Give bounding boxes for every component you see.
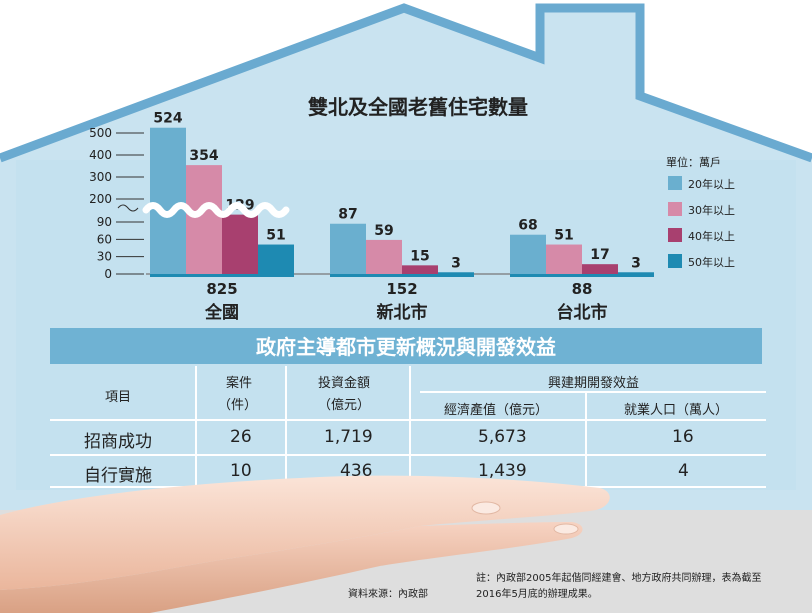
footnote-line1: 註：內政部2005年起偕同經建會、地方政府共同辦理，表為截至	[476, 571, 761, 584]
group-total-label: 825	[206, 280, 237, 298]
group-name-label: 台北市	[557, 302, 608, 323]
row1-invest: 1,719	[324, 427, 373, 447]
table-head-cases-unit: （件）	[218, 398, 258, 413]
bar	[546, 244, 582, 274]
legend-label: 40年以上	[688, 229, 735, 243]
row2-jobs: 4	[678, 461, 689, 481]
y-tick-label: 500	[89, 126, 112, 140]
bar	[618, 272, 654, 274]
hand-illustration	[0, 475, 610, 613]
table-head-output: 經濟產值（億元）	[444, 403, 549, 418]
house-background	[0, 3, 812, 613]
table-head-benefit: 興建期開發效益	[548, 376, 640, 391]
bar	[438, 272, 474, 274]
legend-label: 20年以上	[688, 177, 735, 191]
bar	[330, 223, 366, 274]
group-name-label: 全國	[204, 302, 239, 323]
bar	[258, 244, 294, 274]
footnote-line2: 2016年5月底的辦理成果。	[476, 587, 598, 600]
bar-value-label: 3	[451, 255, 461, 271]
source-label: 資料來源：內政部	[348, 587, 428, 600]
bar	[366, 239, 402, 274]
bar-value-label: 51	[554, 228, 573, 244]
legend-swatch	[668, 254, 682, 268]
y-tick-label: 0	[104, 267, 112, 281]
table-head-jobs: 就業人口（萬人）	[624, 403, 729, 418]
table-head-invest: 投資金額	[318, 376, 371, 391]
row2-invest: 436	[340, 461, 373, 481]
axis-break-marker	[142, 202, 290, 218]
bar-value-label: 17	[590, 247, 609, 263]
bar	[150, 127, 186, 274]
group-total-label: 152	[386, 280, 417, 298]
bar-value-label: 59	[374, 223, 393, 239]
group-name-label: 新北市	[377, 302, 428, 323]
bar-value-label: 51	[266, 228, 285, 244]
group-baseline-band	[150, 274, 294, 277]
y-tick-label: 300	[89, 170, 112, 184]
bar-value-label: 354	[189, 148, 218, 164]
row2-cases: 10	[230, 461, 252, 481]
legend-swatch	[668, 202, 682, 216]
bar	[510, 234, 546, 274]
row1-cases: 26	[230, 427, 252, 447]
bar-value-label: 524	[153, 111, 182, 127]
bar	[402, 265, 438, 274]
y-tick-label: 60	[97, 232, 112, 246]
bar-value-label: 3	[631, 255, 641, 271]
table-head-item: 項目	[105, 390, 132, 405]
table-title: 政府主導都市更新概況與開發效益	[256, 335, 556, 359]
y-tick-label: 200	[89, 192, 112, 206]
legend-label: 50年以上	[688, 255, 735, 269]
row2-label: 自行實施	[84, 466, 152, 486]
legend: 20年以上 30年以上 40年以上 50年以上	[668, 176, 735, 269]
y-tick-label: 30	[97, 250, 112, 264]
table-head-invest-unit: （億元）	[318, 398, 371, 413]
chart-title: 雙北及全國老舊住宅數量	[308, 95, 528, 119]
unit-label: 單位：萬戶	[666, 155, 721, 169]
group-total-label: 88	[572, 280, 593, 298]
bar	[582, 264, 618, 274]
axis-break-tick	[117, 204, 139, 212]
legend-swatch	[668, 176, 682, 190]
table-head-cases: 案件	[226, 376, 253, 391]
row1-label: 招商成功	[84, 432, 152, 452]
legend-swatch	[668, 228, 682, 242]
row2-output: 1,439	[478, 461, 527, 481]
bar-value-label: 87	[338, 207, 357, 223]
group-baseline-band	[510, 274, 654, 277]
row1-jobs: 16	[672, 427, 694, 447]
table-title-banner	[50, 328, 762, 364]
legend-label: 30年以上	[688, 203, 735, 217]
y-tick-label: 400	[89, 148, 112, 162]
bar	[222, 214, 258, 274]
bar-value-label: 68	[518, 218, 537, 234]
bar	[186, 165, 222, 274]
row1-output: 5,673	[478, 427, 527, 447]
y-tick-label: 90	[97, 215, 112, 229]
group-baseline-band	[330, 274, 474, 277]
bar-value-label: 15	[410, 248, 429, 264]
